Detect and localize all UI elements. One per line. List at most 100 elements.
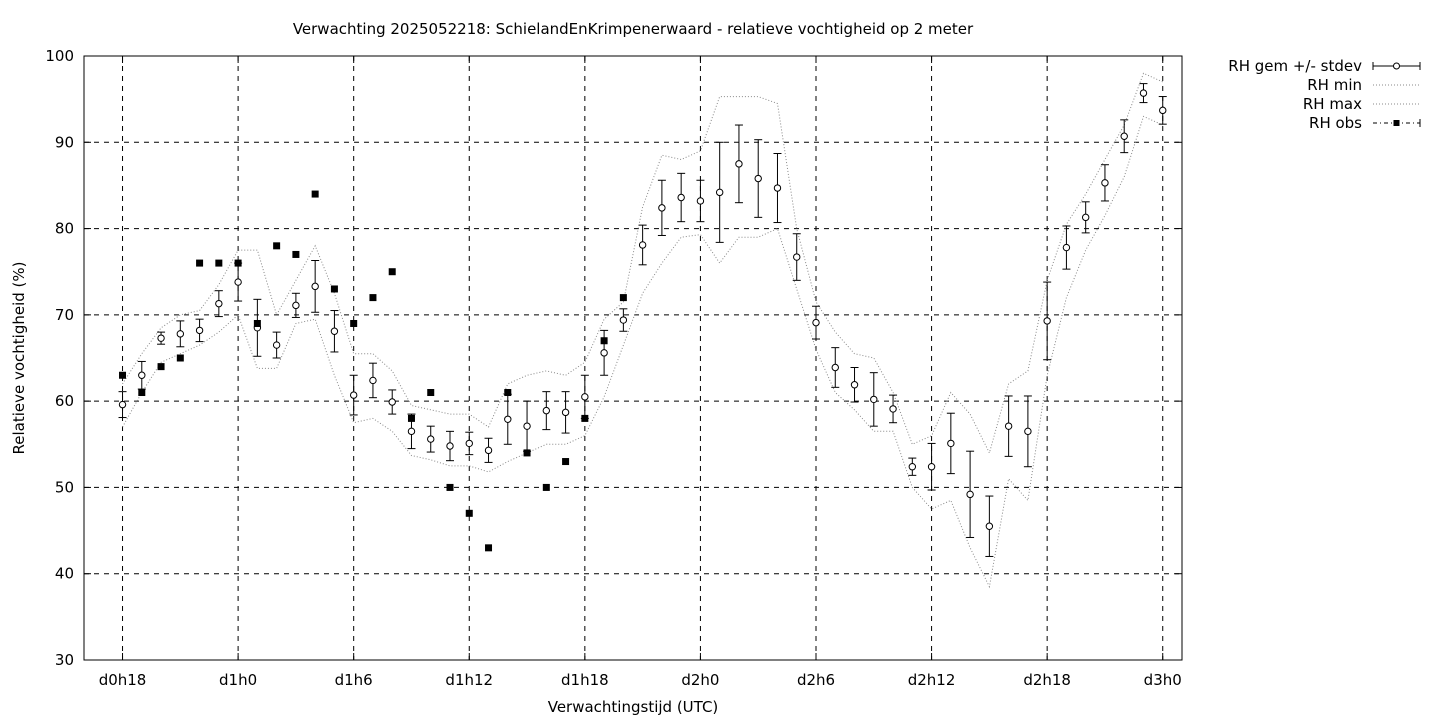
mean-marker — [369, 376, 377, 385]
mean-point — [195, 318, 204, 343]
mean-marker — [292, 301, 300, 310]
legend-item-obs: RH obs — [1309, 114, 1421, 132]
y-tick-label: 50 — [55, 478, 74, 496]
mean-marker — [1159, 106, 1167, 115]
mean-point — [1100, 164, 1109, 202]
mean-point — [696, 179, 705, 223]
obs-marker — [407, 414, 415, 422]
x-tick-label: d1h12 — [445, 671, 493, 689]
mean-point — [812, 305, 820, 340]
obs-marker — [369, 294, 377, 302]
mean-marker — [349, 391, 358, 399]
mean-point — [754, 139, 763, 218]
obs-marker — [388, 268, 396, 276]
mean-marker — [388, 398, 396, 406]
obs-marker — [138, 389, 146, 397]
obs-marker — [504, 389, 512, 397]
mean-marker — [831, 363, 839, 372]
mean-point — [311, 259, 320, 313]
mean-point — [234, 262, 243, 302]
mean-marker — [638, 241, 647, 249]
mean-stdev-series — [118, 83, 1167, 557]
mean-marker — [272, 341, 281, 349]
mean-point — [792, 233, 801, 281]
mean-point — [465, 431, 474, 456]
obs-marker — [119, 371, 127, 379]
legend-item-mean: RH gem +/- stdev — [1228, 57, 1421, 75]
y-tick-label: 60 — [55, 392, 74, 410]
x-tick-label: d2h18 — [1023, 671, 1071, 689]
x-tick-label: d1h0 — [219, 671, 257, 689]
mean-point — [600, 329, 609, 376]
mean-point — [330, 310, 339, 353]
mean-marker — [1024, 427, 1032, 436]
mean-marker — [927, 463, 936, 471]
mean-point — [1023, 395, 1032, 468]
mean-point — [368, 362, 377, 399]
mean-point — [638, 224, 647, 266]
x-axis-label: Verwachtingstijd (UTC) — [548, 698, 719, 716]
rh-max-line — [122, 72, 1163, 455]
obs-marker — [234, 259, 242, 267]
mean-marker — [311, 282, 319, 291]
mean-marker — [1101, 179, 1109, 187]
mean-point — [927, 442, 936, 491]
mean-point — [137, 360, 146, 390]
obs-marker — [485, 544, 493, 552]
mean-marker — [176, 330, 185, 338]
mean-marker — [1081, 213, 1090, 222]
mean-point — [715, 141, 724, 243]
y-axis-label: Relatieve vochtigheid (%) — [10, 261, 28, 454]
obs-marker — [542, 483, 550, 491]
obs-marker — [562, 458, 570, 466]
y-axis-ticks: 30 40 50 60 70 80 90 100 — [45, 47, 1182, 669]
mean-point — [1158, 96, 1167, 125]
mean-point — [446, 430, 454, 462]
mean-marker — [157, 334, 165, 342]
mean-marker — [542, 406, 551, 415]
mean-marker — [600, 349, 608, 357]
mean-point — [1139, 83, 1148, 104]
mean-marker — [715, 188, 724, 197]
mean-point — [349, 374, 358, 416]
mean-point — [946, 412, 955, 475]
obs-marker — [176, 354, 184, 362]
mean-marker — [619, 316, 628, 324]
mean-marker — [947, 439, 955, 448]
mean-marker — [504, 415, 512, 423]
mean-point — [118, 391, 127, 419]
y-tick-label: 100 — [45, 47, 74, 65]
mean-marker — [581, 393, 589, 401]
obs-marker — [215, 259, 223, 267]
mean-marker — [1139, 89, 1148, 97]
mean-point — [580, 374, 589, 419]
mean-marker — [812, 318, 820, 327]
mean-marker — [1062, 243, 1071, 252]
mean-point — [677, 172, 686, 223]
mean-point — [1004, 395, 1013, 457]
plot-frame — [83, 55, 1183, 661]
mean-point — [157, 331, 166, 345]
legend-label: RH max — [1303, 95, 1362, 113]
mean-marker — [773, 184, 782, 192]
legend-label: RH gem +/- stdev — [1228, 57, 1362, 75]
mean-point — [1043, 281, 1052, 361]
mean-point — [773, 153, 782, 224]
mean-marker — [1043, 317, 1051, 325]
mean-marker — [870, 395, 878, 404]
obs-marker — [350, 319, 358, 327]
mean-marker — [793, 253, 801, 261]
mean-marker — [484, 446, 493, 455]
mean-marker — [966, 490, 974, 499]
mean-marker — [215, 299, 223, 308]
x-axis-ticks: d0h18 d1h0 d1h6 d1h12 d1h18 d2h0 d2h6 d2h12 d2h1… — [99, 56, 1182, 689]
y-tick-label: 40 — [55, 565, 74, 583]
mean-point — [850, 366, 859, 403]
x-tick-label: d2h6 — [797, 671, 835, 689]
mean-marker — [118, 400, 127, 409]
x-tick-label: d3h0 — [1144, 671, 1182, 689]
obs-marker — [465, 509, 473, 517]
mean-point — [889, 394, 898, 424]
